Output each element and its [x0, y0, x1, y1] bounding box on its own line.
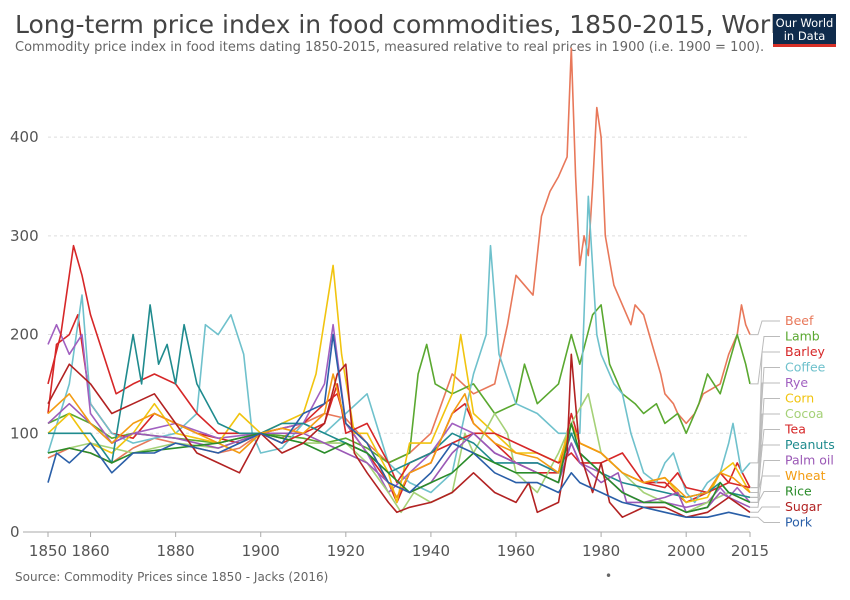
legend-label-pork: Pork	[785, 515, 813, 530]
chart-title: Long-term price index in food commoditie…	[15, 10, 794, 39]
x-tick-label: 1940	[412, 542, 450, 560]
logo-accent-bar	[773, 44, 836, 47]
legend-connector	[750, 367, 780, 464]
legend-label-cocoa: Cocoa	[785, 406, 824, 421]
owid-logo[interactable]: Our World in Data	[773, 14, 836, 47]
legend-connector	[750, 336, 780, 385]
legend-label-rye: Rye	[785, 375, 808, 390]
chart-subtitle: Commodity price index in food items dati…	[15, 40, 765, 55]
legend-label-coffee: Coffee	[785, 360, 826, 375]
x-tick-label: 1880	[157, 542, 195, 560]
x-tick-label: 1980	[582, 542, 620, 560]
y-tick-label: 400	[10, 128, 39, 146]
series-line-corn	[47, 264, 751, 504]
logo-line2: in Data	[783, 29, 826, 43]
x-tick-label: 1920	[327, 542, 365, 560]
legend-connector	[750, 460, 780, 508]
legend-connector	[750, 444, 780, 498]
y-tick-label: 200	[10, 326, 39, 344]
legend-label-barley: Barley	[785, 344, 826, 359]
series-line-beef	[47, 47, 751, 464]
x-tick-label: 1900	[242, 542, 280, 560]
series-line-wheat	[47, 373, 751, 499]
series-line-sugar	[47, 353, 751, 518]
legend-label-beef: Beef	[785, 313, 814, 328]
legend-label-sugar: Sugar	[785, 499, 822, 514]
x-tick-label: 1850	[29, 542, 67, 560]
legend-connector	[750, 429, 780, 489]
legend-connector	[750, 475, 780, 493]
y-tick-label: 300	[10, 227, 39, 245]
series-line-tea	[47, 244, 751, 494]
legend-label-wheat: Wheat	[785, 468, 826, 483]
x-tick-label: 2015	[731, 542, 769, 560]
x-tick-label: 1960	[497, 542, 535, 560]
legend-connector	[750, 413, 780, 498]
legend-connector	[750, 320, 780, 336]
legend-label-peanuts: Peanuts	[785, 437, 835, 452]
legend-label-tea: Tea	[784, 422, 806, 437]
source-note[interactable]: Source: Commodity Prices since 1850 - Ja…	[15, 570, 329, 584]
footer-mark: •	[605, 569, 613, 583]
x-tick-label: 1860	[71, 542, 109, 560]
legend-connector	[750, 506, 780, 513]
legend-label-palm-oil: Palm oil	[785, 453, 834, 468]
series-line-coffee	[47, 195, 751, 504]
legend-connector	[750, 516, 780, 523]
series-line-palm-oil	[47, 402, 751, 514]
legend-label-corn: Corn	[785, 391, 814, 406]
legend-connector	[750, 491, 780, 503]
y-tick-label: 0	[10, 523, 20, 541]
legend-label-lamb: Lamb	[785, 329, 820, 344]
legend-label-rice: Rice	[785, 484, 812, 499]
series-line-pork	[47, 333, 751, 518]
series-line-peanuts	[48, 304, 751, 499]
legend-connector	[750, 382, 780, 503]
logo-line1: Our World	[775, 16, 834, 30]
x-tick-label: 2000	[667, 542, 705, 560]
legend-connector	[750, 351, 780, 489]
y-tick-label: 100	[10, 424, 39, 442]
